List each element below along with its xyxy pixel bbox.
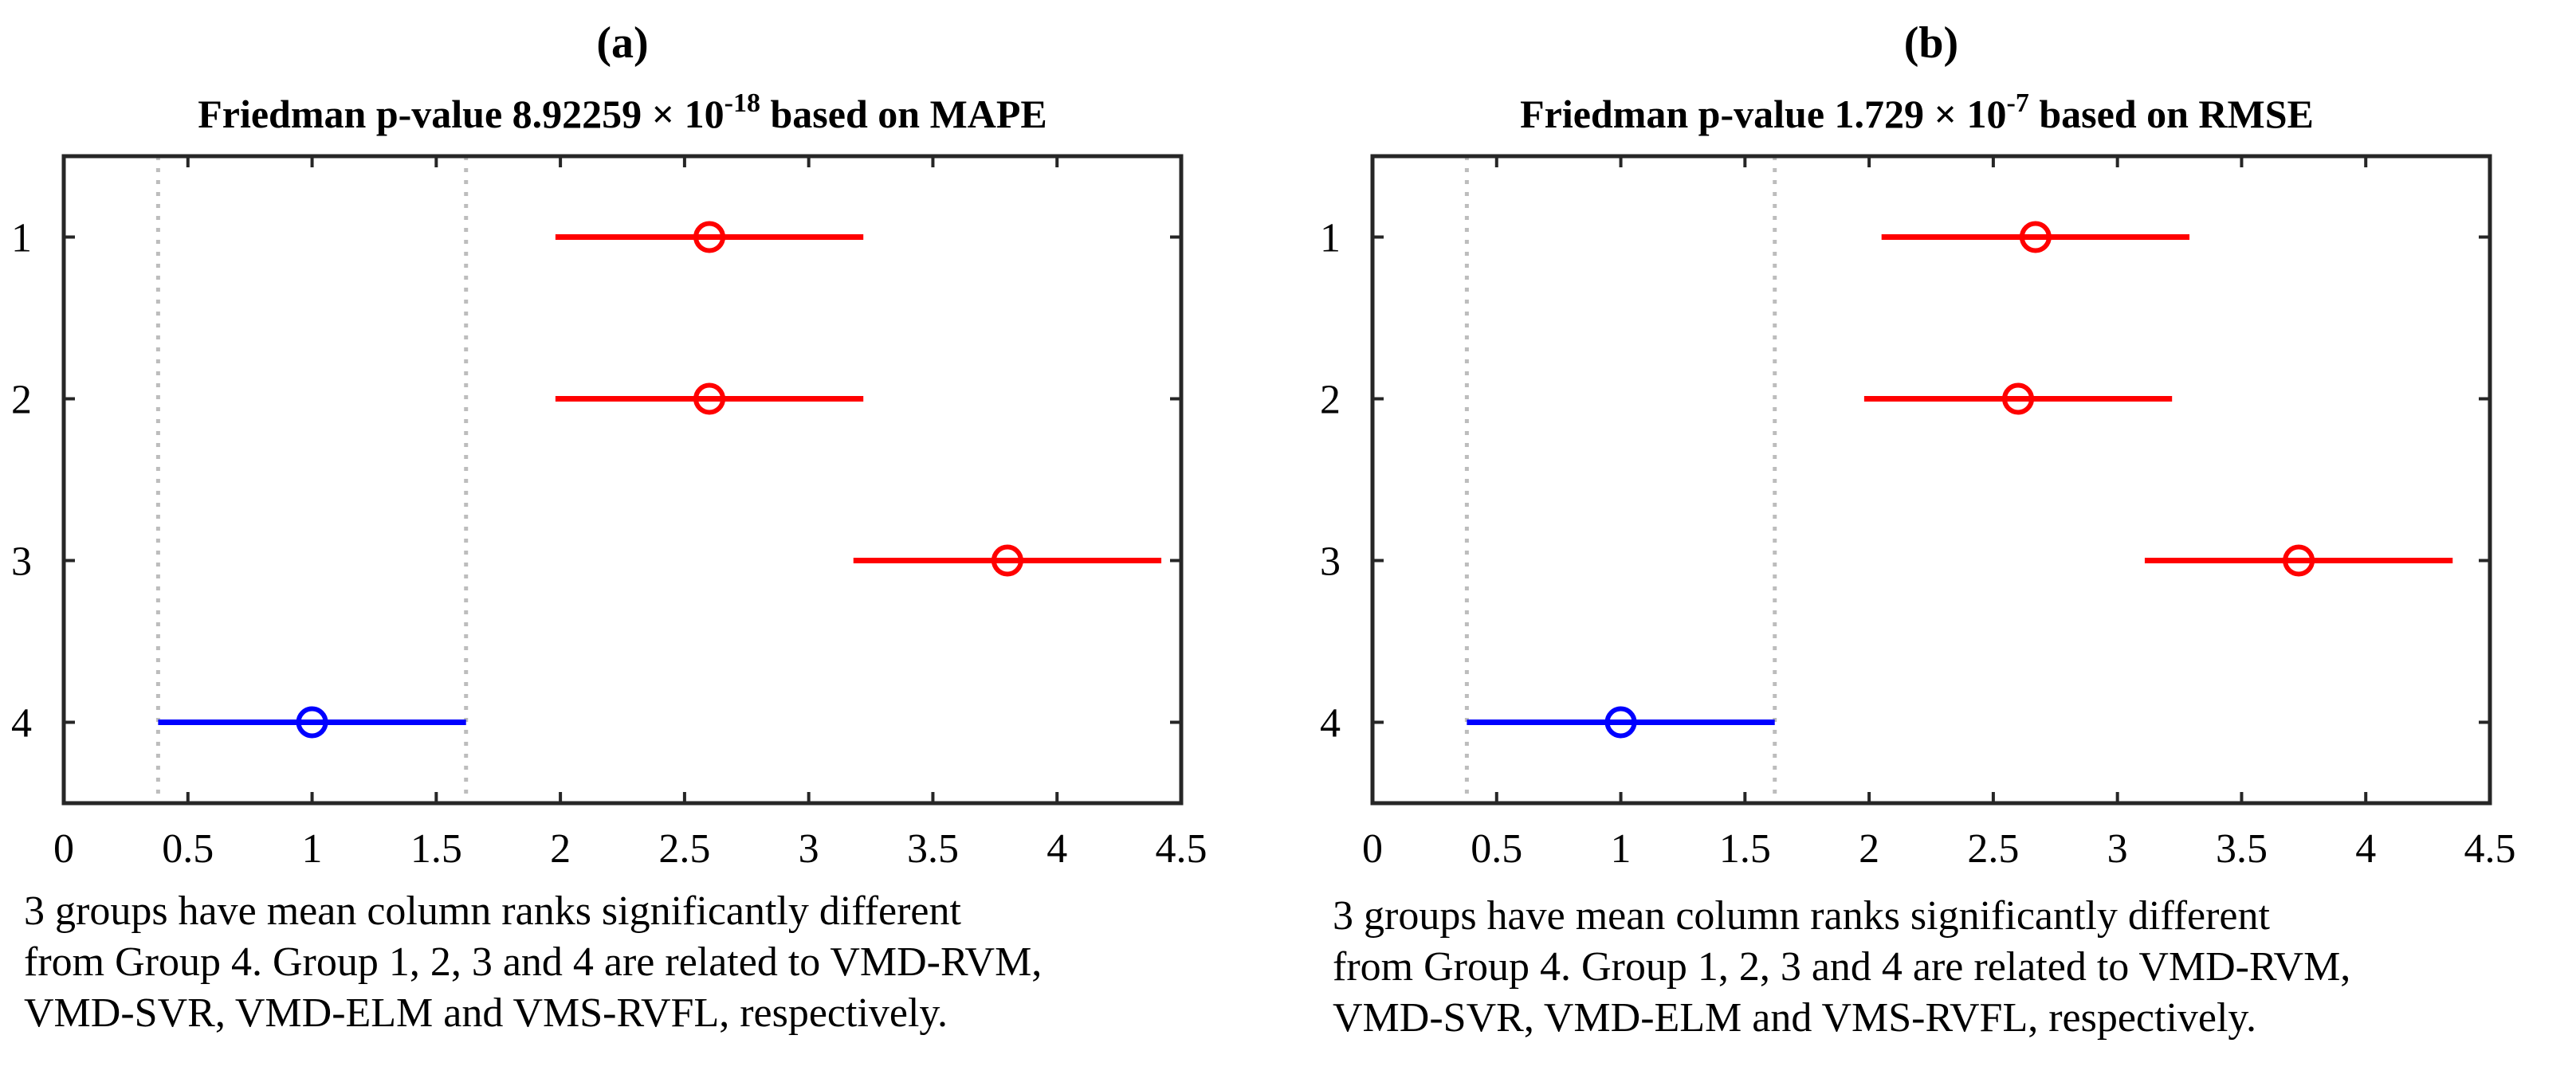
chart-panel-b: (b) Friedman p-value 1.729 × 10-7 based o… xyxy=(1288,0,2576,1090)
y-tick-label: 4 xyxy=(11,701,32,747)
y-tick-label: 4 xyxy=(1320,701,1341,747)
x-tick-label: 0 xyxy=(53,826,74,872)
caption-a: 3 groups have mean column ranks signific… xyxy=(24,886,1267,1039)
y-tick-label: 1 xyxy=(11,216,32,261)
chart-a: (a) Friedman p-value 8.92259 × 10-18 base… xyxy=(11,18,1208,872)
y-tick-label: 1 xyxy=(1320,216,1341,261)
y-tick-label: 3 xyxy=(11,539,32,585)
group-2-mean-marker xyxy=(693,382,726,415)
x-tick-label: 1 xyxy=(1611,826,1632,872)
x-tick-label: 3 xyxy=(799,826,819,872)
panel-label: (b) xyxy=(1904,18,1958,68)
group-1-mean-marker xyxy=(2019,221,2052,253)
x-tick-label: 0 xyxy=(1362,826,1383,872)
x-tick-label: 1.5 xyxy=(1719,826,1771,872)
x-tick-label: 0.5 xyxy=(162,826,214,872)
x-tick-label: 3 xyxy=(2107,826,2128,872)
title-suffix: based on MAPE xyxy=(760,92,1047,136)
title-suffix: based on RMSE xyxy=(2029,92,2314,136)
x-tick-label: 4 xyxy=(1046,826,1067,872)
x-tick-label: 2.5 xyxy=(658,826,710,872)
chart-title: Friedman p-value 8.92259 × 10-18 based o… xyxy=(198,88,1047,136)
y-tick-label: 2 xyxy=(1320,378,1341,423)
chart-title: Friedman p-value 1.729 × 10-7 based on R… xyxy=(1520,88,2314,136)
caption-line: from Group 4. Group 1, 2, 3 and 4 are re… xyxy=(1333,944,2351,990)
caption-b: 3 groups have mean column ranks signific… xyxy=(1333,891,2576,1044)
group-3-mean-marker xyxy=(2283,544,2315,577)
chart-b: (b) Friedman p-value 1.729 × 10-7 based o… xyxy=(1320,18,2516,872)
x-tick-label: 1.5 xyxy=(410,826,462,872)
y-tick-label: 3 xyxy=(1320,539,1341,585)
panel-label: (a) xyxy=(596,18,648,68)
title-exponent: -18 xyxy=(724,88,760,118)
x-tick-label: 0.5 xyxy=(1471,826,1522,872)
chart-panel-a: (a) Friedman p-value 8.92259 × 10-18 base… xyxy=(11,18,1267,1039)
title-exponent: -7 xyxy=(2007,88,2029,118)
group-4-mean-marker xyxy=(1604,706,1637,739)
group-3-mean-marker xyxy=(991,544,1023,577)
group-4-mean-marker xyxy=(296,706,328,739)
caption-line: 3 groups have mean column ranks signific… xyxy=(1333,893,2270,939)
x-tick-label: 1 xyxy=(302,826,323,872)
axes-box xyxy=(1370,154,2492,806)
group-2-mean-marker xyxy=(2002,382,2035,415)
x-tick-label: 2.5 xyxy=(1967,826,2019,872)
axes-box xyxy=(61,154,1184,806)
caption-line: VMD-SVR, VMD-ELM and VMS-RVFL, respectiv… xyxy=(24,990,948,1036)
title-prefix: Friedman p-value 8.92259 × 10 xyxy=(198,92,724,136)
x-tick-label: 4 xyxy=(2355,826,2376,872)
y-tick-label: 2 xyxy=(11,378,32,423)
x-tick-label: 4.5 xyxy=(1156,826,1208,872)
title-prefix: Friedman p-value 1.729 × 10 xyxy=(1520,92,2006,136)
x-tick-label: 3.5 xyxy=(2216,826,2268,872)
x-tick-label: 3.5 xyxy=(907,826,959,872)
group-1-mean-marker xyxy=(693,221,726,253)
x-tick-label: 2 xyxy=(550,826,571,872)
x-tick-label: 4.5 xyxy=(2464,826,2516,872)
caption-line: VMD-SVR, VMD-ELM and VMS-RVFL, respectiv… xyxy=(1333,995,2257,1041)
caption-line: from Group 4. Group 1, 2, 3 and 4 are re… xyxy=(24,939,1043,985)
caption-line: 3 groups have mean column ranks signific… xyxy=(24,888,961,934)
x-tick-label: 2 xyxy=(1859,826,1879,872)
